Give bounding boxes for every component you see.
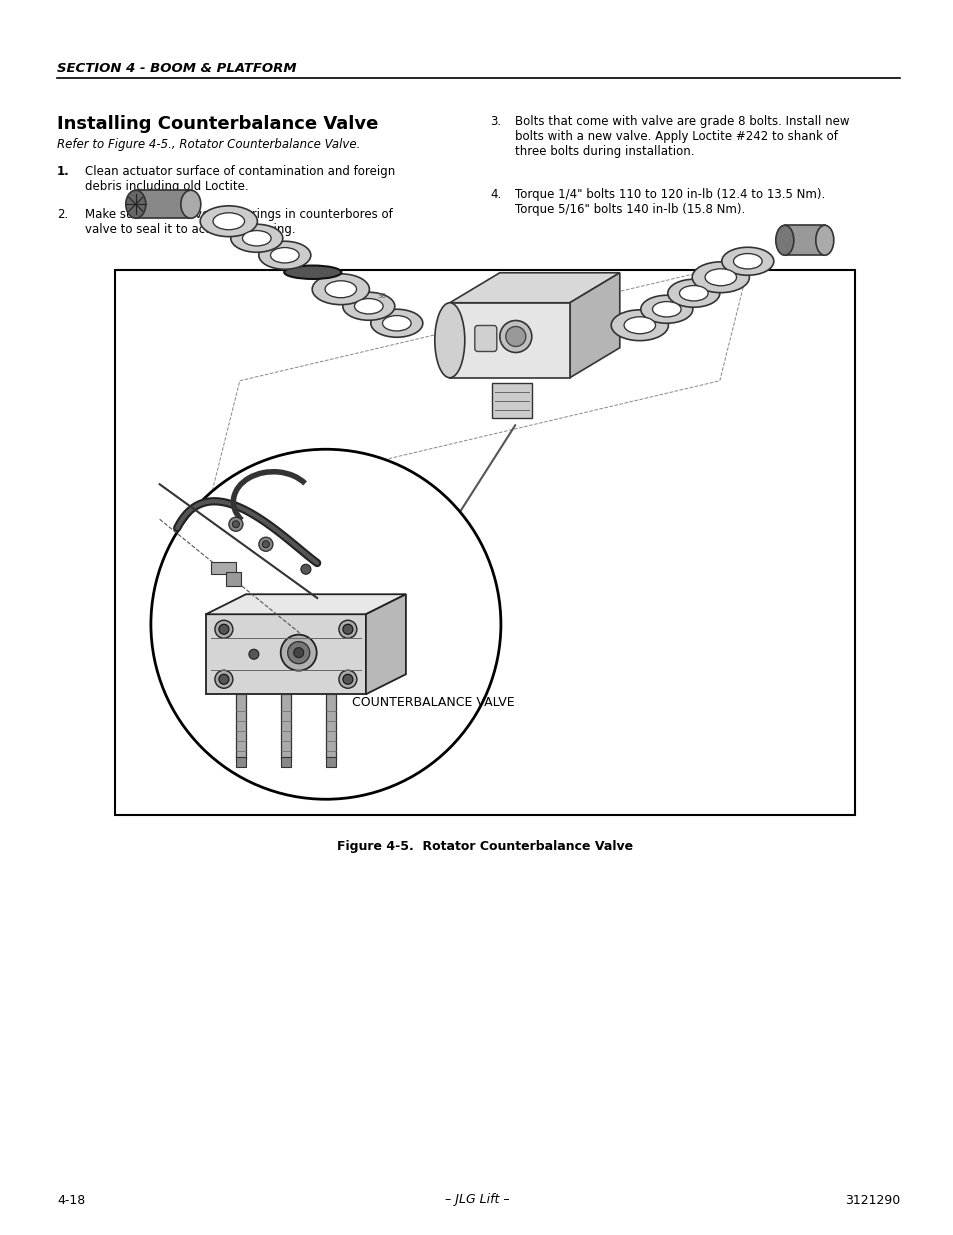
Ellipse shape	[652, 301, 680, 317]
Ellipse shape	[704, 269, 736, 285]
Circle shape	[342, 674, 353, 684]
Circle shape	[258, 537, 273, 551]
Bar	[235, 694, 246, 760]
Text: 1.: 1.	[57, 165, 70, 178]
Text: 3.: 3.	[490, 115, 500, 128]
Bar	[492, 383, 531, 417]
Text: SECTION 4 - BOOM & PLATFORM: SECTION 4 - BOOM & PLATFORM	[57, 62, 296, 75]
Ellipse shape	[435, 303, 464, 378]
Text: 2.: 2.	[57, 207, 69, 221]
Circle shape	[294, 647, 303, 658]
FancyBboxPatch shape	[475, 326, 497, 352]
Circle shape	[151, 450, 500, 799]
Circle shape	[229, 517, 243, 531]
Ellipse shape	[325, 280, 356, 298]
Bar	[325, 757, 335, 767]
Circle shape	[214, 671, 233, 688]
Text: Refer to Figure 4-5., Rotator Counterbalance Valve.: Refer to Figure 4-5., Rotator Counterbal…	[57, 138, 360, 151]
Bar	[280, 694, 291, 760]
Text: Figure 4-5.  Rotator Counterbalance Valve: Figure 4-5. Rotator Counterbalance Valve	[336, 840, 633, 853]
Ellipse shape	[242, 231, 271, 246]
Ellipse shape	[775, 225, 793, 256]
Text: Torque 1/4" bolts 110 to 120 in-lb (12.4 to 13.5 Nm).
Torque 5/16" bolts 140 in-: Torque 1/4" bolts 110 to 120 in-lb (12.4…	[515, 188, 824, 216]
Ellipse shape	[181, 190, 200, 219]
Polygon shape	[206, 614, 366, 694]
Text: Clean actuator surface of contamination and foreign
debris including old Loctite: Clean actuator surface of contamination …	[85, 165, 395, 193]
Ellipse shape	[284, 266, 341, 279]
Text: 4.: 4.	[490, 188, 500, 201]
Text: Installing Counterbalance Valve: Installing Counterbalance Valve	[57, 115, 378, 133]
Polygon shape	[449, 303, 569, 378]
Circle shape	[262, 541, 269, 548]
Ellipse shape	[355, 299, 383, 314]
Polygon shape	[449, 273, 619, 303]
Circle shape	[218, 674, 229, 684]
Bar	[280, 757, 291, 767]
Ellipse shape	[721, 247, 773, 275]
Circle shape	[288, 642, 310, 663]
Polygon shape	[135, 190, 191, 219]
Circle shape	[338, 620, 356, 638]
Circle shape	[499, 321, 531, 352]
Ellipse shape	[258, 241, 311, 269]
Ellipse shape	[200, 206, 257, 237]
Ellipse shape	[371, 309, 422, 337]
Circle shape	[505, 326, 525, 347]
Polygon shape	[206, 594, 405, 614]
Circle shape	[214, 620, 233, 638]
Circle shape	[300, 564, 311, 574]
Circle shape	[342, 624, 353, 635]
Text: 3121290: 3121290	[843, 1193, 899, 1207]
Bar	[115, 270, 854, 815]
Ellipse shape	[623, 317, 655, 333]
Text: 30: 30	[376, 293, 386, 299]
Bar	[211, 562, 235, 574]
Ellipse shape	[667, 279, 720, 308]
Ellipse shape	[271, 247, 299, 263]
Ellipse shape	[640, 295, 692, 324]
Circle shape	[233, 521, 239, 527]
Polygon shape	[366, 594, 405, 694]
Ellipse shape	[126, 190, 146, 219]
Ellipse shape	[231, 225, 282, 252]
Circle shape	[218, 624, 229, 635]
Ellipse shape	[679, 285, 707, 301]
Ellipse shape	[611, 310, 668, 341]
Ellipse shape	[733, 253, 761, 269]
Bar	[226, 572, 241, 587]
Text: 4-18: 4-18	[57, 1193, 85, 1207]
Ellipse shape	[312, 274, 369, 305]
Ellipse shape	[342, 293, 395, 320]
Text: – JLG Lift –: – JLG Lift –	[444, 1193, 509, 1207]
Circle shape	[338, 671, 356, 688]
Polygon shape	[569, 273, 619, 378]
Ellipse shape	[382, 316, 411, 331]
Ellipse shape	[213, 212, 244, 230]
Ellipse shape	[815, 225, 833, 256]
Circle shape	[280, 635, 316, 671]
Text: Make sure new valve has O-rings in counterbores of
valve to seal it to actuator : Make sure new valve has O-rings in count…	[85, 207, 393, 236]
Polygon shape	[784, 225, 824, 256]
Circle shape	[249, 650, 258, 659]
Text: Bolts that come with valve are grade 8 bolts. Install new
bolts with a new valve: Bolts that come with valve are grade 8 b…	[515, 115, 848, 158]
Ellipse shape	[692, 262, 749, 293]
Bar	[235, 757, 246, 767]
Text: COUNTERBALANCE VALVE: COUNTERBALANCE VALVE	[352, 697, 515, 709]
Bar	[325, 694, 335, 760]
